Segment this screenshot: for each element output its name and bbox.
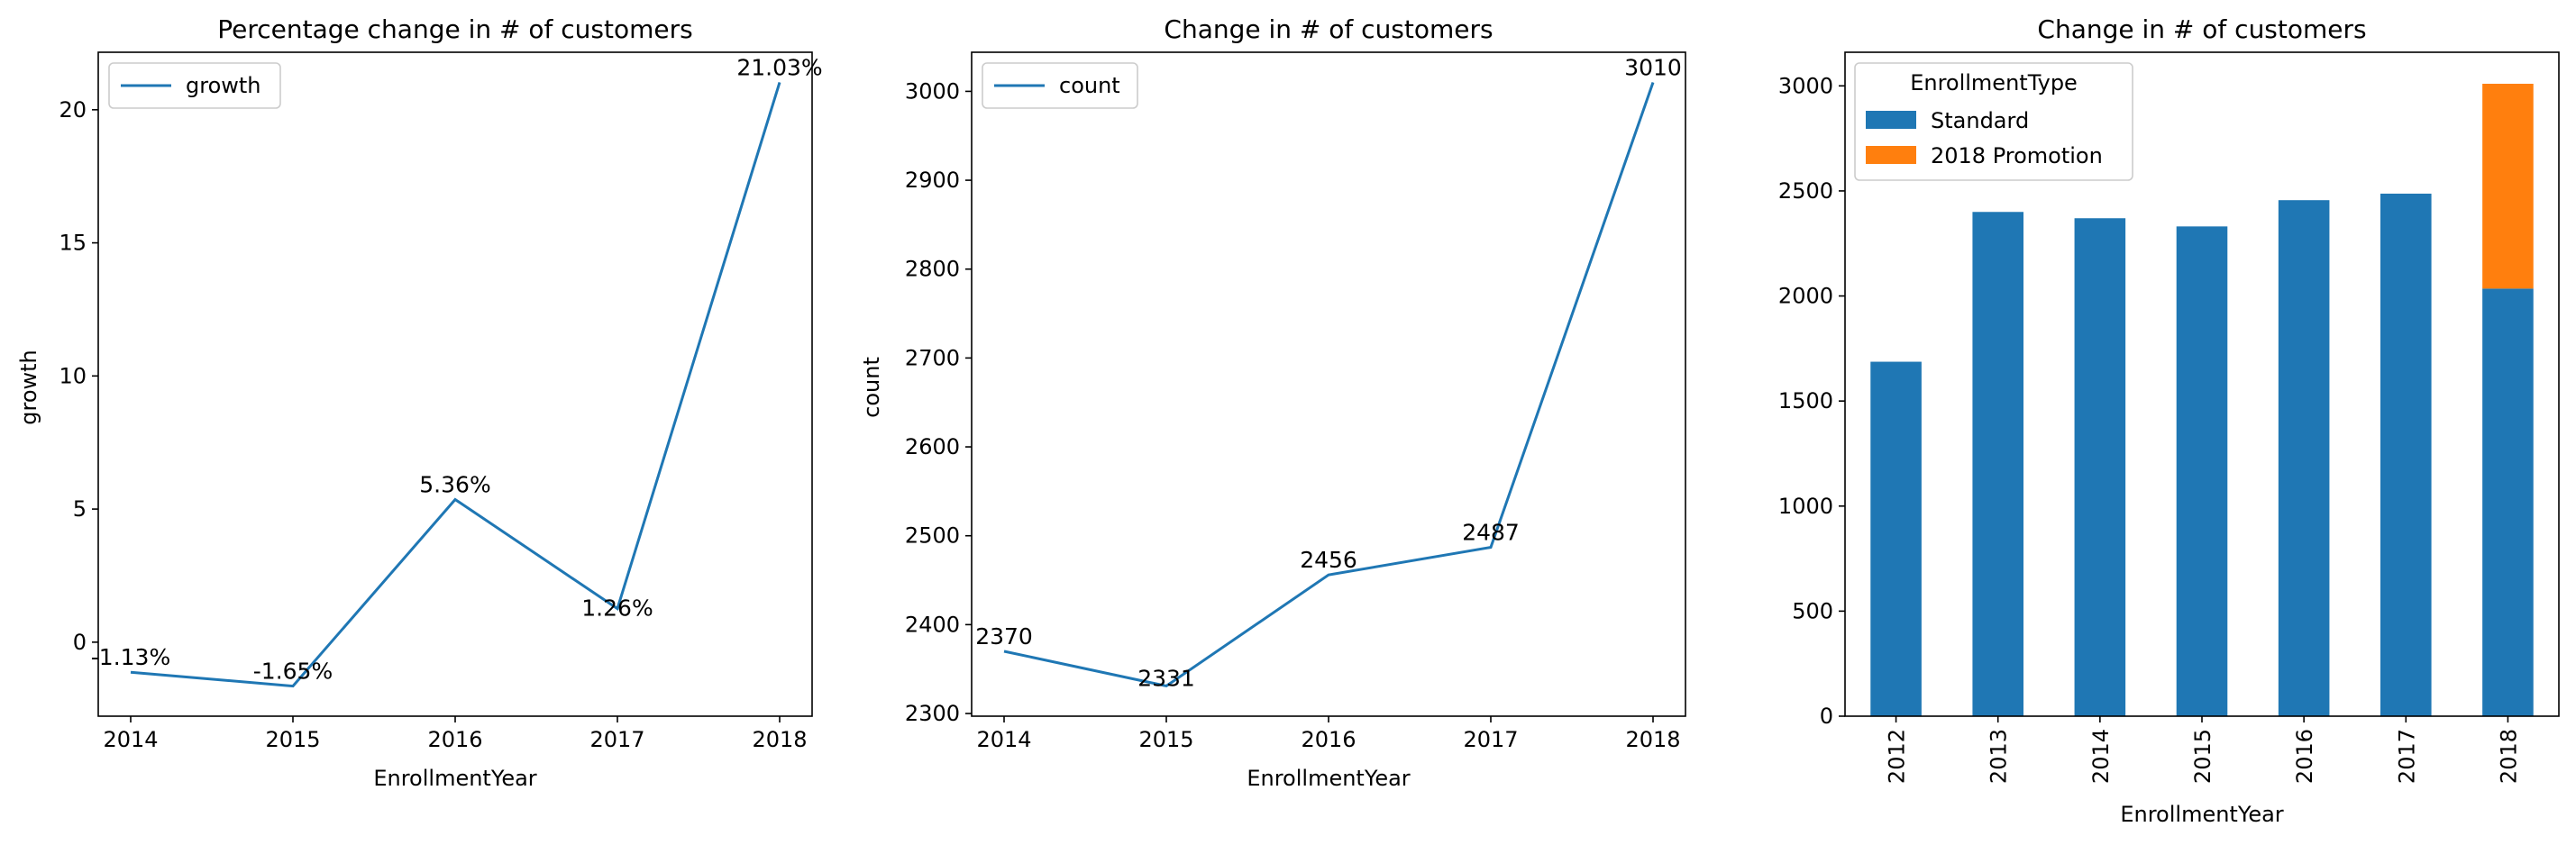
y-tick-label: 15 — [59, 231, 87, 256]
x-axis-ticks: 2012 2013 2014 2015 2016 2017 2018 — [1885, 716, 2521, 784]
y-tick-label: 2400 — [905, 612, 960, 637]
plot-area: -1.13% -1.65% 5.36% 1.26% 21.03% — [91, 54, 823, 688]
legend-entry: growth — [186, 73, 261, 98]
y-tick-label: 5 — [73, 496, 87, 522]
x-axis-label: EnrollmentYear — [1247, 766, 1410, 791]
y-tick-label: 2800 — [905, 257, 960, 282]
y-axis-ticks: 2300 2400 2500 2600 2700 2800 2900 3000 — [905, 78, 972, 726]
y-tick-label: 2500 — [1778, 178, 1833, 204]
y-tick-label: 2300 — [905, 701, 960, 726]
y-tick-label: 3000 — [1778, 73, 1833, 98]
bar-2014-standard — [2074, 218, 2126, 716]
x-tick-label: 2016 — [2292, 729, 2317, 784]
series-line-growth — [130, 81, 781, 688]
x-axis-ticks: 2014 2015 2016 2017 2018 — [103, 716, 808, 752]
x-tick-label: 2014 — [976, 727, 1031, 752]
bar-2012-standard — [1870, 361, 1922, 716]
plot-area: 2370 2331 2456 2487 3010 — [975, 55, 1682, 692]
y-tick-label: 1000 — [1778, 494, 1833, 519]
y-axis-ticks: 0 500 1000 1500 2000 2500 3000 — [1778, 73, 1845, 729]
bar-2013-standard — [1972, 212, 2023, 716]
legend-title: EnrollmentType — [1910, 70, 2078, 95]
bar-2016-standard — [2278, 200, 2330, 717]
y-tick-label: 1500 — [1778, 388, 1833, 413]
bar-2018-2018-promotion — [2482, 83, 2534, 289]
x-axis-ticks: 2014 2015 2016 2017 2018 — [976, 716, 1681, 752]
y-tick-label: 0 — [1820, 704, 1833, 729]
y-axis-label: count — [859, 357, 884, 418]
data-label: 2487 — [1462, 520, 1520, 546]
x-axis-label: EnrollmentYear — [373, 766, 536, 791]
data-label: -1.65% — [253, 659, 333, 685]
legend-swatch-promotion — [1866, 146, 1916, 164]
count-line-chart: Change in # of customers EnrollmentYear … — [859, 14, 1686, 791]
y-tick-label: 3000 — [905, 78, 960, 104]
data-label: 1.26% — [581, 595, 653, 622]
x-tick-label: 2012 — [1885, 729, 1910, 784]
y-tick-label: 2700 — [905, 345, 960, 370]
x-tick-label: 2013 — [1987, 729, 2012, 784]
data-label: 2331 — [1137, 665, 1195, 691]
axes-frame — [1844, 51, 2560, 717]
x-tick-label: 2016 — [1301, 727, 1356, 752]
x-tick-label: 2016 — [427, 727, 482, 752]
growth-line-chart: Percentage change in # of customers Enro… — [16, 14, 823, 791]
x-axis-label: EnrollmentYear — [2120, 802, 2283, 827]
data-label: -1.13% — [91, 644, 170, 670]
x-tick-label: 2018 — [1625, 727, 1680, 752]
x-tick-label: 2018 — [2496, 729, 2521, 784]
x-tick-label: 2017 — [2394, 729, 2419, 784]
x-tick-label: 2018 — [752, 727, 807, 752]
axes-frame — [97, 51, 813, 717]
series-line-count — [1003, 82, 1655, 688]
y-tick-label: 2500 — [905, 523, 960, 549]
x-tick-label: 2015 — [2190, 729, 2215, 784]
legend-entry-promotion: 2018 Promotion — [1931, 143, 2103, 168]
y-axis-label: growth — [16, 350, 41, 425]
y-tick-label: 2900 — [905, 168, 960, 193]
legend-swatch-standard — [1866, 111, 1916, 129]
plot-area — [1870, 83, 2534, 717]
x-tick-label: 2014 — [103, 727, 158, 752]
data-label: 21.03% — [736, 54, 822, 80]
y-tick-label: 2600 — [905, 434, 960, 459]
data-label: 3010 — [1624, 55, 1682, 81]
stacked-bar-chart: Change in # of customers EnrollmentYear … — [1778, 14, 2560, 827]
bar-2015-standard — [2176, 226, 2228, 716]
x-tick-label: 2017 — [1463, 727, 1518, 752]
data-label: 2370 — [975, 623, 1033, 650]
y-tick-label: 10 — [59, 363, 87, 388]
y-tick-label: 500 — [1792, 598, 1833, 623]
legend-entry-standard: Standard — [1931, 108, 2029, 133]
data-label: 5.36% — [419, 471, 490, 497]
legend: growth — [108, 62, 281, 109]
y-tick-label: 2000 — [1778, 284, 1833, 309]
legend: count — [982, 62, 1138, 109]
legend: EnrollmentType Standard 2018 Promotion — [1854, 62, 2133, 181]
chart-title: Change in # of customers — [1164, 14, 1493, 44]
y-tick-label: 20 — [59, 97, 87, 123]
data-label: 2456 — [1300, 547, 1357, 573]
chart-title: Percentage change in # of customers — [217, 14, 692, 44]
x-tick-label: 2014 — [2088, 729, 2114, 784]
legend-entry: count — [1059, 73, 1120, 98]
bar-2018-standard — [2482, 288, 2534, 716]
chart-title: Change in # of customers — [2037, 14, 2366, 44]
axes-frame — [971, 51, 1686, 717]
bar-2017-standard — [2380, 193, 2432, 716]
y-axis-ticks: 0 5 10 15 20 — [59, 97, 98, 655]
y-tick-label: 0 — [73, 630, 87, 655]
x-tick-label: 2015 — [265, 727, 320, 752]
x-tick-label: 2017 — [589, 727, 644, 752]
x-tick-label: 2015 — [1138, 727, 1193, 752]
